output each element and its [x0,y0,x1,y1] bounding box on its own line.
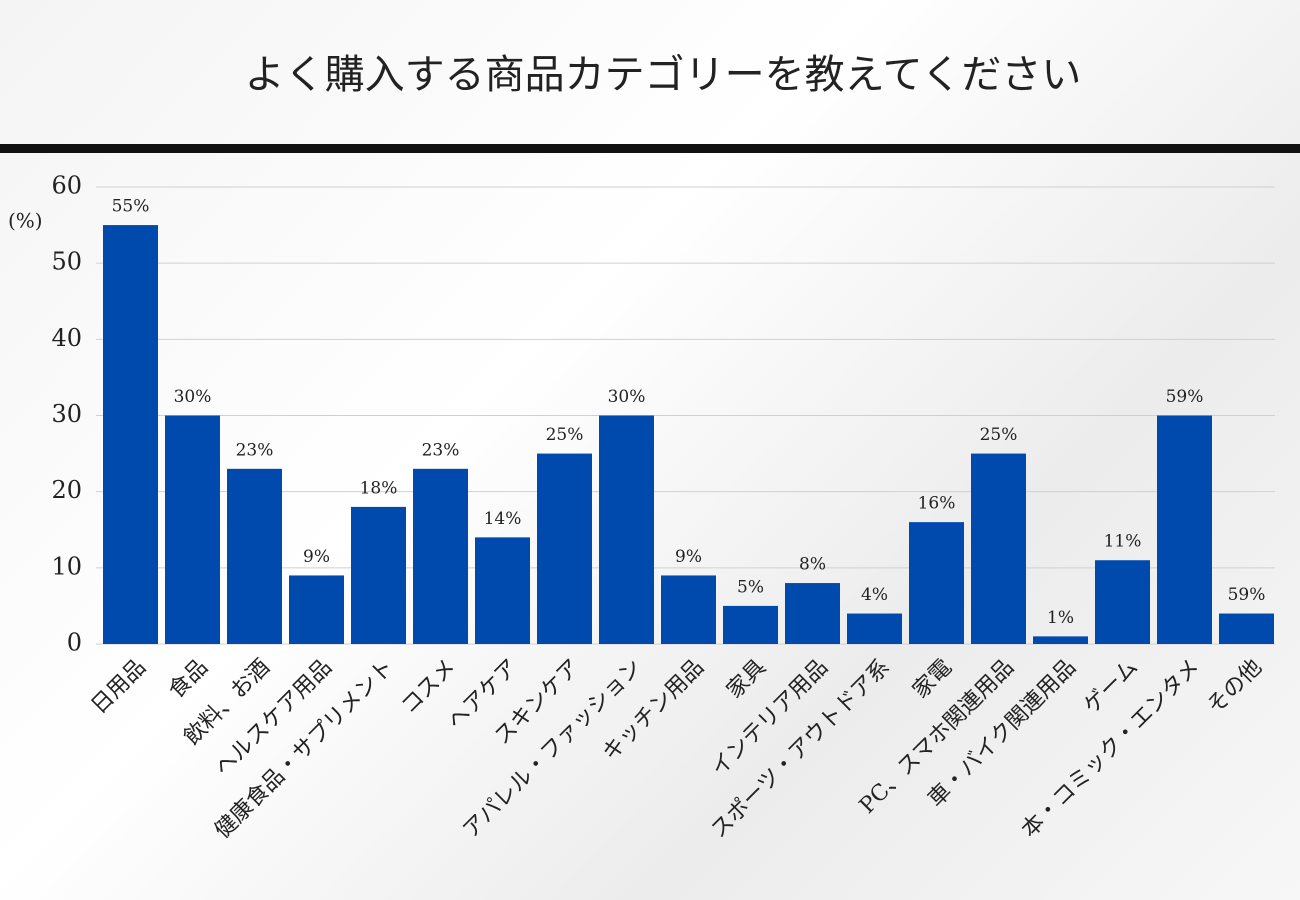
bar [847,613,902,644]
value-label: 59% [1166,387,1204,407]
value-label: 18% [360,478,398,498]
value-label: 30% [608,387,646,407]
bar [1095,560,1150,644]
bar [413,468,468,644]
bar [351,506,406,644]
y-tick-label: 40 [51,324,82,352]
value-label: 8% [799,555,826,575]
x-tick-label: 家具 [722,655,771,704]
value-label: 5% [737,577,764,597]
bar [103,225,158,645]
divider [0,144,1300,153]
value-label: 23% [422,440,460,460]
bar [785,583,840,644]
value-label: 25% [546,425,584,445]
value-label: 9% [675,547,702,567]
value-label: 55% [112,197,150,217]
bar [289,575,344,644]
bar [1157,415,1212,644]
y-tick-label: 30 [51,400,82,428]
y-tick-label: 50 [51,248,82,276]
x-tick-label: 家電 [908,655,957,704]
value-label: 59% [1228,585,1266,605]
bar [1219,613,1274,644]
bar [909,522,964,644]
y-axis-label: (%) [8,209,43,233]
bar [1033,636,1088,644]
value-label: 4% [861,585,888,605]
bar [475,537,530,644]
y-tick-label: 10 [51,552,82,580]
y-tick-label: 0 [67,629,82,657]
value-label: 30% [174,387,212,407]
value-label: 11% [1104,532,1142,552]
chart-title: よく購入する商品カテゴリーを教えてください [245,52,1082,98]
value-label: 14% [484,509,522,529]
value-label: 23% [236,440,274,460]
x-tick-label: その他 [1203,655,1267,719]
value-label: 25% [980,425,1018,445]
bar [599,415,654,644]
x-tick-label: 日用品 [87,655,151,719]
bar [971,453,1026,644]
value-label: 16% [918,494,956,514]
value-label: 1% [1047,608,1074,628]
bar [723,605,778,644]
y-tick-label: 60 [51,172,82,200]
bar [227,468,282,644]
y-tick-label: 20 [51,476,82,504]
x-tick-label: 食品 [164,655,213,704]
value-label: 9% [303,547,330,567]
bar [165,415,220,644]
bar [537,453,592,644]
bar [661,575,716,644]
